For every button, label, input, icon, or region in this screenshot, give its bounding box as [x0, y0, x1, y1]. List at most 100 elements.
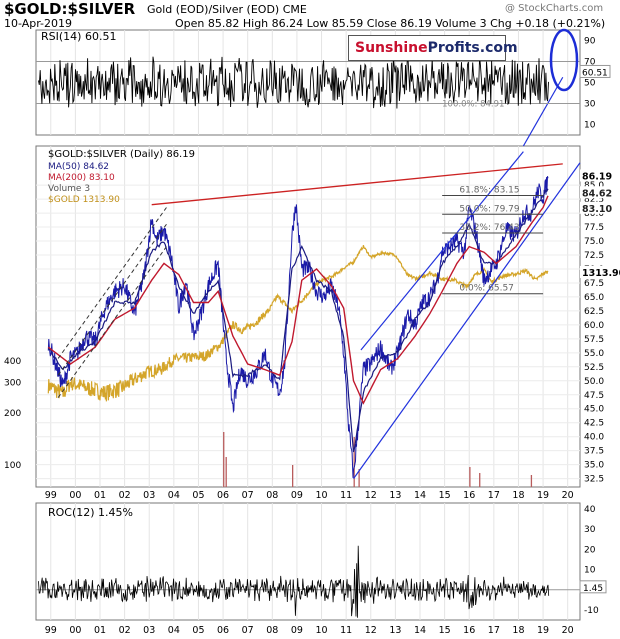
gold-tick-label: 300 [4, 379, 21, 389]
legend-ma50: MA(50) 84.62 [48, 162, 109, 172]
price-tick-label: 77.5 [584, 223, 604, 233]
price-tick-label: 55.0 [584, 349, 604, 359]
rsi-fib-overlay-label: 100.0%: 84.91 [442, 100, 504, 110]
volume-bar [223, 432, 225, 487]
logo-part-2: Profits.com [427, 40, 518, 56]
grid-lines [36, 30, 580, 620]
price-tick-label: 65.0 [584, 293, 604, 303]
price-tick-label: 57.5 [584, 335, 604, 345]
rsi-line [38, 56, 549, 109]
stockcharts-watermark: @ StockCharts.com [505, 3, 604, 14]
x-tick-label: 01 [94, 625, 106, 636]
legend-ma200: MA(200) 83.10 [48, 173, 115, 183]
roc-layer [36, 545, 580, 618]
x-tick-label: 03 [143, 490, 155, 501]
ma50-line [47, 188, 549, 453]
price-tick-label: 60.0 [584, 321, 604, 331]
x-tick-label: 18 [512, 490, 524, 501]
price-tick-label: 32.5 [584, 475, 604, 485]
main-title: $GOLD:$SILVER (Daily) 86.19 [48, 149, 195, 160]
rsi-tick-label: 50 [584, 79, 596, 89]
x-tick-label: 06 [217, 490, 229, 501]
price-tick-label: 80.0 [584, 209, 604, 219]
gold-tick-label: 400 [4, 357, 21, 367]
rsi-last-box [579, 64, 611, 78]
x-tick-label: 02 [119, 625, 131, 636]
rsi-title: RSI(14) 60.51 [41, 30, 116, 43]
last-ma200-tag: 83.10 [582, 204, 612, 215]
fibonacci-level-label: 0.0%: 65.57 [459, 284, 514, 294]
roc-tick-label: 10 [584, 566, 596, 576]
last-gold-tag: 1313.90 [582, 268, 620, 279]
early-dashed-channel [57, 207, 167, 359]
last-price-tag: 86.19 [582, 171, 612, 182]
roc-tick-label: -10 [584, 606, 599, 616]
x-tick-label: 06 [217, 625, 229, 636]
last-ma50-tag-box [580, 186, 612, 199]
ma200-line [47, 195, 549, 405]
price-tick-label: 42.5 [584, 419, 604, 429]
rsi-tick-label: 90 [584, 37, 596, 47]
price-tick-label: 52.5 [584, 363, 604, 373]
rsi-tick-label: 10 [584, 121, 596, 131]
rsi-tick-label: 30 [584, 100, 596, 110]
x-tick-label: 04 [168, 490, 180, 501]
x-tick-label: 99 [45, 490, 57, 501]
x-tick-label: 13 [389, 490, 401, 501]
last-ma50-tag: 84.62 [582, 188, 612, 199]
volume-bar [353, 437, 355, 487]
resistance-trendline [151, 163, 563, 206]
roc-last-box [579, 580, 607, 594]
volume-bar [358, 469, 360, 487]
channel-upper-line [360, 151, 524, 351]
price-tick-label: 50.0 [584, 377, 604, 387]
x-tick-label: 11 [340, 625, 352, 636]
axis-labels: 99 99 00 00 01 01 02 02 03 03 04 04 05 05 06 06 07 07 08 08… [4, 37, 620, 637]
roc-line [38, 545, 550, 618]
fibonacci-level-label: 50.0%: 79.79 [459, 204, 520, 214]
price-tick-label: 40.0 [584, 433, 604, 443]
price-tick-label: 72.5 [584, 251, 604, 261]
roc-tick-label: 30 [584, 525, 596, 535]
x-tick-label: 19 [537, 490, 549, 501]
quote-summary: Open 85.82 High 86.24 Low 85.59 Close 86… [175, 17, 606, 30]
fibonacci-level-label: 38.2%: 76.43 [459, 223, 519, 233]
x-tick-label: 08 [266, 625, 278, 636]
price-tick-label: 85.0 [584, 181, 604, 191]
roc-title: ROC(12) 1.45% [48, 506, 133, 519]
x-tick-label: 99 [45, 625, 57, 636]
x-tick-label: 03 [143, 625, 155, 636]
last-ma200-tag-box [580, 201, 612, 214]
x-tick-label: 00 [69, 625, 81, 636]
rsi-last-value: 60.51 [582, 68, 608, 78]
last-gold-tag-box [580, 266, 612, 278]
price-tick-label: 75.0 [584, 237, 604, 247]
x-tick-label: 11 [340, 490, 352, 501]
price-tick-label: 45.0 [584, 405, 604, 415]
legend-gold: $GOLD 1313.90 [48, 195, 120, 205]
channel-extension-line [522, 76, 564, 147]
x-tick-label: 14 [414, 625, 426, 636]
price-tick-label: 82.5 [584, 195, 604, 205]
x-tick-label: 10 [315, 490, 327, 501]
volume-bar [225, 457, 227, 487]
rsi-tick-label: 70 [584, 58, 596, 68]
x-tick-label: 19 [537, 625, 549, 636]
x-tick-label: 18 [512, 625, 524, 636]
x-tick-label: 14 [414, 490, 426, 501]
chart-symbol: $GOLD:$SILVER [4, 0, 136, 18]
x-tick-label: 08 [266, 490, 278, 501]
price-tick-label: 62.5 [584, 307, 604, 317]
early-dashed-channel [57, 246, 167, 398]
volume-bar [530, 475, 533, 487]
x-tick-label: 12 [365, 625, 377, 636]
roc-panel-frame [35, 502, 581, 621]
x-tick-label: 16 [463, 625, 475, 636]
x-tick-label: 15 [439, 490, 451, 501]
price-layer: 61.8%: 83.15 50.0%: 79.79 38.2%: 76.43 0.0%… [47, 151, 581, 487]
sunshine-profits-logo: SunshineProfits.com [348, 35, 518, 61]
rsi-layer: 100.0%: 84.91 [36, 56, 580, 147]
x-tick-label: 05 [192, 490, 204, 501]
x-tick-label: 01 [94, 490, 106, 501]
